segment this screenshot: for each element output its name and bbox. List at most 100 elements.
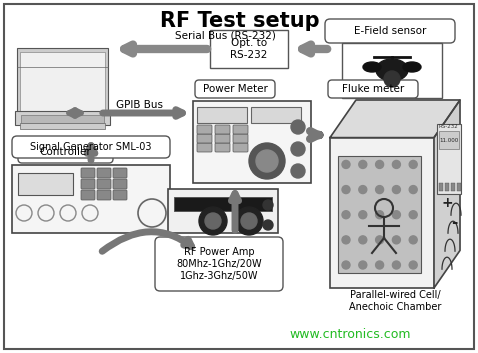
Text: www.cntronics.com: www.cntronics.com xyxy=(289,329,411,341)
Text: Parallel-wired Cell/
Anechoic Chamber: Parallel-wired Cell/ Anechoic Chamber xyxy=(349,290,441,312)
Text: +: + xyxy=(441,196,453,210)
Text: Power Meter: Power Meter xyxy=(203,84,267,94)
Circle shape xyxy=(376,186,384,193)
Ellipse shape xyxy=(363,62,381,72)
Text: RF Power Amp
80Mhz-1Ghz/20W
1Ghz-3Ghz/50W: RF Power Amp 80Mhz-1Ghz/20W 1Ghz-3Ghz/50… xyxy=(176,247,262,281)
FancyBboxPatch shape xyxy=(18,141,113,163)
Circle shape xyxy=(241,213,257,229)
FancyBboxPatch shape xyxy=(81,190,95,200)
Text: RF Test setup: RF Test setup xyxy=(160,11,320,31)
Text: E-Field sensor: E-Field sensor xyxy=(354,26,426,36)
Bar xyxy=(168,189,278,233)
FancyBboxPatch shape xyxy=(113,190,127,200)
Bar xyxy=(20,52,105,111)
Circle shape xyxy=(359,161,367,168)
Circle shape xyxy=(291,142,305,156)
Bar xyxy=(436,124,461,194)
Circle shape xyxy=(291,120,305,134)
Circle shape xyxy=(359,236,367,244)
Circle shape xyxy=(376,161,384,168)
Circle shape xyxy=(199,207,227,235)
FancyBboxPatch shape xyxy=(233,143,248,152)
FancyBboxPatch shape xyxy=(81,179,95,189)
Circle shape xyxy=(342,261,350,269)
Circle shape xyxy=(392,211,401,219)
Text: 11.000: 11.000 xyxy=(439,138,458,143)
Bar xyxy=(174,197,272,211)
FancyBboxPatch shape xyxy=(215,143,230,152)
FancyBboxPatch shape xyxy=(197,143,212,152)
Bar xyxy=(456,183,461,191)
Text: Signal Generator SML-03: Signal Generator SML-03 xyxy=(30,142,152,152)
FancyBboxPatch shape xyxy=(325,19,455,43)
Bar xyxy=(210,30,288,68)
Text: Fluke meter: Fluke meter xyxy=(342,84,404,94)
FancyBboxPatch shape xyxy=(97,190,111,200)
Text: -: - xyxy=(452,215,458,230)
FancyBboxPatch shape xyxy=(233,134,248,143)
Text: RS-232: RS-232 xyxy=(439,125,458,130)
Bar xyxy=(17,48,108,115)
Circle shape xyxy=(392,236,401,244)
FancyBboxPatch shape xyxy=(195,80,275,98)
Bar xyxy=(451,183,455,191)
Bar xyxy=(15,111,110,125)
Bar xyxy=(330,138,434,288)
Text: Serial Bus (RS-232): Serial Bus (RS-232) xyxy=(175,30,276,40)
FancyBboxPatch shape xyxy=(81,168,95,178)
Bar xyxy=(197,107,247,123)
Circle shape xyxy=(205,213,221,229)
Bar xyxy=(21,115,104,123)
Circle shape xyxy=(392,261,401,269)
Circle shape xyxy=(235,207,263,235)
Text: Opt. to
RS-232: Opt. to RS-232 xyxy=(230,38,268,60)
Circle shape xyxy=(263,200,273,210)
Circle shape xyxy=(392,186,401,193)
Circle shape xyxy=(376,211,384,219)
Bar xyxy=(193,101,311,183)
Bar xyxy=(12,165,170,233)
Text: Controller: Controller xyxy=(39,147,91,157)
FancyBboxPatch shape xyxy=(215,125,230,134)
Circle shape xyxy=(359,211,367,219)
FancyBboxPatch shape xyxy=(215,134,230,143)
FancyBboxPatch shape xyxy=(155,237,283,291)
Circle shape xyxy=(409,236,417,244)
Ellipse shape xyxy=(376,59,408,81)
Ellipse shape xyxy=(403,62,421,72)
Bar xyxy=(342,43,442,98)
Bar xyxy=(251,107,301,123)
Circle shape xyxy=(342,161,350,168)
Bar xyxy=(439,183,443,191)
Circle shape xyxy=(342,236,350,244)
FancyBboxPatch shape xyxy=(328,80,418,98)
Circle shape xyxy=(409,261,417,269)
Circle shape xyxy=(359,186,367,193)
Text: GPIB Bus: GPIB Bus xyxy=(117,100,163,110)
FancyBboxPatch shape xyxy=(197,125,212,134)
Circle shape xyxy=(392,161,401,168)
Circle shape xyxy=(342,211,350,219)
Circle shape xyxy=(376,236,384,244)
Circle shape xyxy=(342,186,350,193)
FancyBboxPatch shape xyxy=(97,168,111,178)
Circle shape xyxy=(376,261,384,269)
Circle shape xyxy=(256,150,278,172)
FancyBboxPatch shape xyxy=(113,179,127,189)
FancyBboxPatch shape xyxy=(12,136,170,158)
Circle shape xyxy=(409,186,417,193)
Polygon shape xyxy=(330,100,460,138)
Bar xyxy=(338,156,421,273)
Bar xyxy=(439,131,458,149)
Circle shape xyxy=(409,161,417,168)
Circle shape xyxy=(249,143,285,179)
FancyBboxPatch shape xyxy=(97,179,111,189)
Circle shape xyxy=(384,71,400,87)
FancyBboxPatch shape xyxy=(113,168,127,178)
FancyBboxPatch shape xyxy=(233,125,248,134)
Polygon shape xyxy=(434,100,460,288)
Circle shape xyxy=(359,261,367,269)
FancyBboxPatch shape xyxy=(197,134,212,143)
Circle shape xyxy=(291,164,305,178)
Bar xyxy=(445,183,448,191)
